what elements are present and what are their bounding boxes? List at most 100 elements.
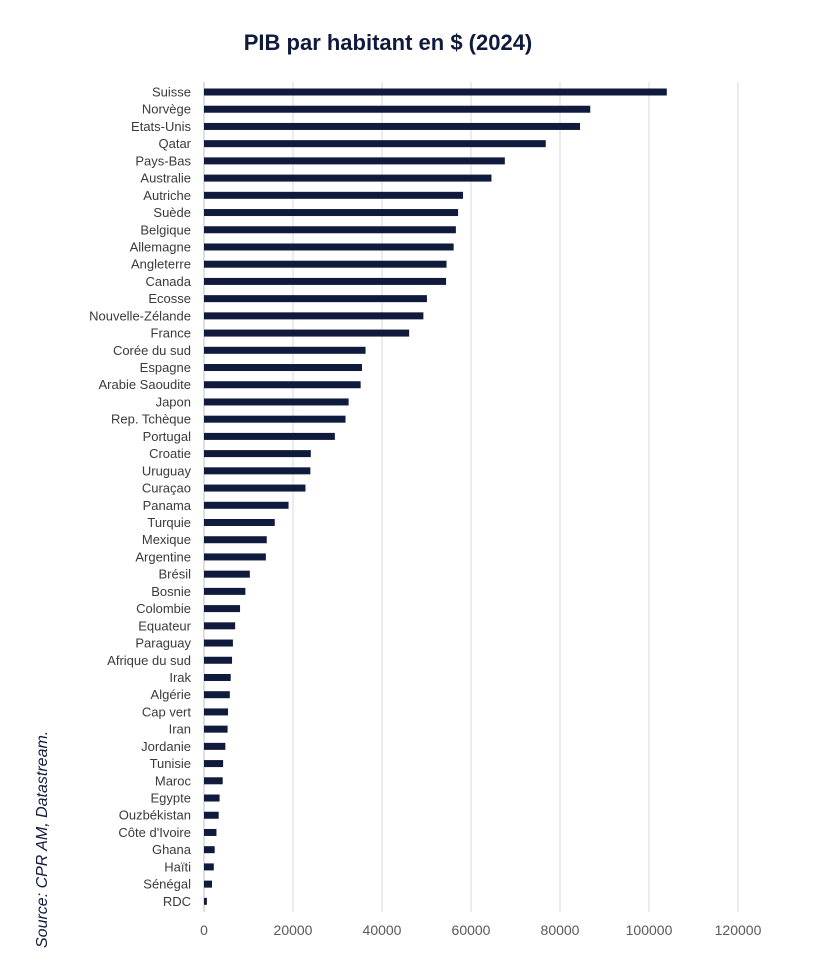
bar [204, 863, 214, 871]
bar [204, 381, 361, 389]
category-label: Ecosse [148, 291, 191, 306]
category-label: Ouzbékistan [119, 808, 191, 823]
category-label: Nouvelle-Zélande [89, 308, 191, 323]
category-label: Canada [145, 274, 191, 289]
category-labels: Suisse Norvège Etats-Unis Qatar Pays-Bas Aust… [89, 85, 192, 909]
category-label: Argentine [135, 549, 191, 564]
category-label: RDC [163, 894, 191, 909]
category-label: Jordanie [141, 739, 191, 754]
bar [204, 364, 362, 372]
bar [204, 846, 215, 854]
category-label: Corée du sud [113, 343, 191, 358]
bar [204, 501, 289, 509]
x-tick-label: 80000 [541, 922, 580, 938]
bar [204, 656, 233, 664]
bar [204, 673, 231, 681]
bar [204, 897, 207, 905]
category-label: Brésil [158, 567, 191, 582]
bar [204, 553, 266, 561]
x-tick-label: 0 [200, 922, 208, 938]
bar [204, 277, 447, 285]
bar [204, 570, 250, 578]
category-label: Uruguay [142, 463, 192, 478]
bar [204, 725, 228, 733]
bar [204, 398, 349, 406]
bar [204, 587, 246, 595]
category-label: France [151, 326, 191, 341]
x-tick-labels: 0 20000 40000 60000 80000 100000 120000 [200, 922, 761, 938]
bar [204, 450, 311, 458]
bar [204, 105, 591, 113]
bar [204, 811, 219, 819]
x-tick-label: 60000 [452, 922, 491, 938]
category-label: Bosnie [151, 584, 191, 599]
x-tick-label: 100000 [626, 922, 673, 938]
bar [204, 140, 546, 148]
category-label: Turquie [147, 515, 191, 530]
bar [204, 295, 427, 303]
bar [204, 519, 275, 526]
bar [204, 122, 581, 130]
bar [204, 157, 505, 165]
bar [204, 312, 424, 320]
bar [204, 88, 667, 96]
category-label: Rep. Tchèque [111, 412, 191, 427]
bar [204, 639, 233, 647]
category-label: Colombie [136, 601, 191, 616]
category-label: Qatar [158, 136, 191, 151]
bar [204, 260, 447, 268]
bar [204, 226, 456, 234]
category-label: Autriche [143, 188, 191, 203]
bar [204, 880, 213, 888]
bar [204, 742, 226, 750]
bar [204, 209, 459, 217]
category-label: Iran [169, 722, 191, 737]
category-label: Afrique du sud [107, 653, 191, 668]
category-label: Irak [169, 670, 191, 685]
category-label: Pays-Bas [135, 153, 191, 168]
category-label: Japon [156, 394, 191, 409]
category-label: Allemagne [130, 239, 191, 254]
x-tick-label: 20000 [274, 922, 313, 938]
bar [204, 174, 492, 182]
bar [204, 191, 463, 199]
bar [204, 432, 335, 440]
category-label: Suède [153, 205, 191, 220]
bar [204, 415, 346, 423]
chart-title: PIB par habitant en $ (2024) [243, 30, 533, 55]
bar [204, 243, 454, 251]
bar [204, 605, 241, 613]
bar [204, 467, 311, 475]
category-label: Ghana [152, 842, 192, 857]
category-label: Algérie [151, 687, 191, 702]
bar [204, 691, 230, 699]
bar [204, 346, 366, 354]
bar [204, 828, 217, 836]
bar [204, 760, 224, 768]
category-label: Australie [140, 171, 191, 186]
bar [204, 329, 410, 337]
bar [204, 536, 267, 544]
category-label: Maroc [155, 773, 192, 788]
category-label: Curaçao [142, 481, 191, 496]
category-label: Cap vert [142, 704, 192, 719]
category-label: Belgique [140, 222, 191, 237]
bar [204, 777, 223, 785]
category-label: Haïti [164, 859, 191, 874]
category-label: Croatie [149, 446, 191, 461]
category-label: Arabie Saoudite [98, 377, 191, 392]
category-label: Norvège [142, 102, 191, 117]
category-label: Portugal [143, 429, 192, 444]
category-label: Panama [143, 498, 192, 513]
gridlines [203, 82, 739, 912]
category-label: Sénégal [143, 877, 191, 892]
x-tick-label: 40000 [363, 922, 402, 938]
category-label: Angleterre [131, 257, 191, 272]
bar [204, 794, 220, 802]
category-label: Mexique [142, 532, 191, 547]
bar [204, 484, 306, 492]
bar [204, 708, 229, 716]
category-label: Equateur [138, 618, 191, 633]
source-note: Source: CPR AM, Datastream. [34, 730, 51, 948]
